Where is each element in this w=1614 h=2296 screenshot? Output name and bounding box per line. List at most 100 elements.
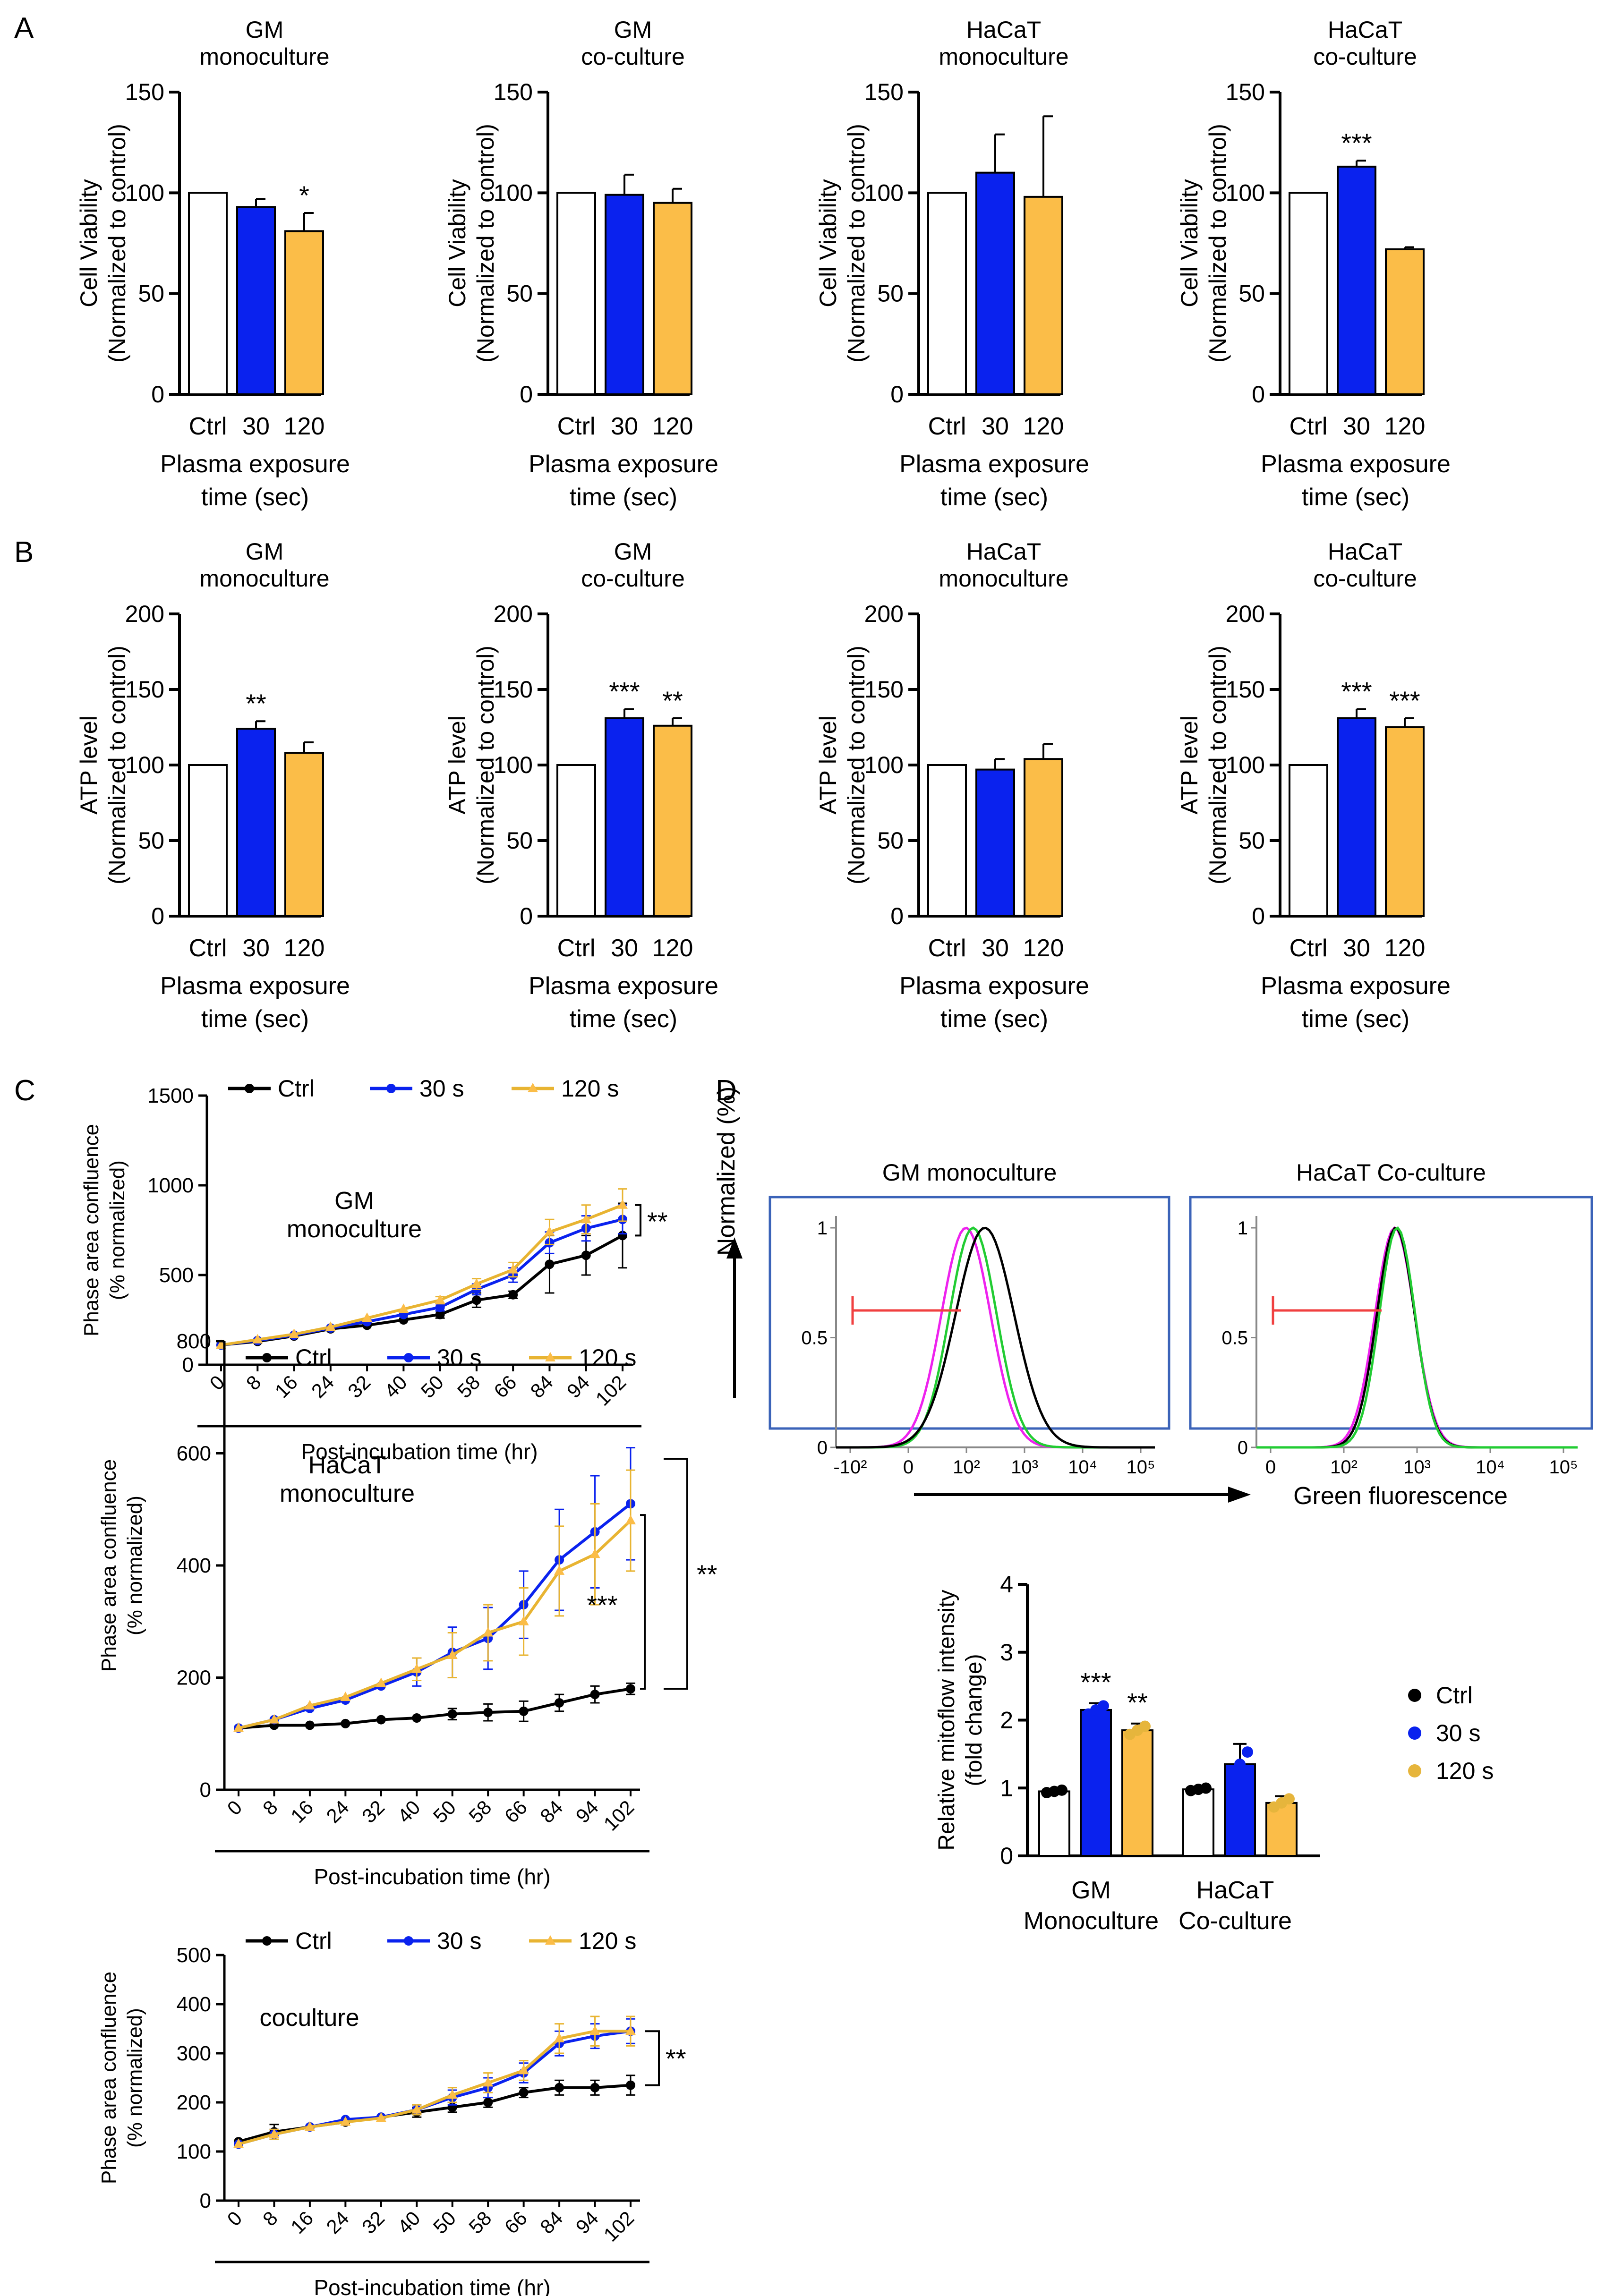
legend-marker (1408, 1764, 1421, 1777)
x-tick-label: 10² (953, 1457, 980, 1478)
data-point (376, 1715, 386, 1725)
legend-label: 120 s (579, 1344, 636, 1371)
x-axis-label: Plasma exposure (899, 972, 1089, 1000)
y-axis-label: (Normalized to control) (1204, 646, 1231, 884)
y-tick-label: 50 (1238, 827, 1265, 854)
x-tick-label: Ctrl (1289, 935, 1328, 962)
x-tick-label: 40 (380, 1371, 411, 1402)
bar-30 (1337, 717, 1376, 918)
x-tick-label: 30 (1343, 413, 1370, 440)
significance-marker: *** (1341, 677, 1372, 706)
y-axis-arrowhead (726, 1237, 743, 1259)
bar-ctrl (1038, 1790, 1070, 1857)
x-tick-label: 120 (284, 413, 325, 440)
series-line (238, 2083, 631, 2143)
bar-120 (1385, 726, 1425, 917)
x-tick-label: Ctrl (928, 413, 966, 440)
data-point (555, 2083, 564, 2092)
y-tick-label: 100 (125, 752, 164, 778)
legend-marker (528, 1083, 538, 1092)
y-tick-label: 100 (177, 2140, 211, 2163)
chart-title-line: GM (614, 17, 652, 43)
bar-120 (284, 230, 324, 395)
histogram-title: GM monoculture (882, 1159, 1057, 1186)
y-tick-label: 200 (125, 601, 164, 627)
significance-marker: ** (647, 1207, 668, 1236)
data-point (483, 1627, 494, 1637)
x-tick-label: 94 (572, 2207, 603, 2238)
y-tick-label: 150 (864, 676, 904, 703)
x-tick-label: 66 (500, 1796, 531, 1827)
x-tick-label: 120 (1023, 413, 1064, 440)
x-tick-label: 0 (223, 2207, 247, 2230)
histogram-curve-black (1256, 1227, 1578, 1449)
x-tick-label: 120 (1384, 413, 1426, 440)
y-tick-label: 100 (494, 752, 533, 778)
histogram-curve-black (836, 1226, 1155, 1449)
series-line (238, 1519, 632, 1730)
x-axis-label: time (sec) (201, 1005, 309, 1033)
data-point (508, 1290, 518, 1300)
bar-ctrl (556, 764, 596, 917)
y-tick-label: 150 (864, 79, 904, 105)
replicate-point (1200, 1782, 1212, 1794)
significance-bracket (664, 1458, 688, 1690)
y-tick-label: 0 (817, 1437, 828, 1458)
data-point (411, 1663, 422, 1673)
x-tick-label: Ctrl (557, 935, 596, 962)
data-point (252, 1334, 263, 1344)
bar-120 (1385, 248, 1425, 395)
y-axis-label: (Normalized to control) (1204, 124, 1231, 363)
y-tick-label: 0 (1252, 381, 1265, 408)
y-tick-label: 0 (151, 903, 164, 929)
x-tick-label: 32 (358, 2207, 389, 2238)
legend-label: Ctrl (1436, 1682, 1473, 1709)
legend-label: 30 s (419, 1075, 464, 1102)
x-axis-label: Plasma exposure (529, 972, 718, 1000)
bar-30 (236, 728, 276, 917)
chart-title-line: co-culture (581, 565, 685, 592)
x-tick-label: 84 (526, 1371, 557, 1402)
bar-ctrl (927, 764, 967, 917)
x-axis-label: time (sec) (1302, 484, 1409, 511)
x-axis-label: time (sec) (940, 484, 1048, 511)
chart-title-line: monoculture (199, 43, 329, 70)
significance-bracket (640, 1514, 646, 1690)
y-axis-label: Phase area confluence (80, 1124, 103, 1336)
y-tick-label: 0.5 (1221, 1328, 1248, 1349)
significance-marker: ** (662, 686, 683, 715)
bar-30 (975, 768, 1015, 917)
x-tick-label: 30 (242, 935, 270, 962)
y-axis-label: (Normalized to control) (843, 646, 870, 884)
y-tick-label: 300 (177, 2042, 211, 2065)
series-line (221, 1204, 623, 1347)
legend-marker (1408, 1726, 1421, 1740)
data-point (518, 1616, 529, 1625)
x-tick-label: 30 (982, 935, 1009, 962)
chart-title-line: HaCaT (966, 538, 1041, 565)
x-tick-label: 120 (1023, 935, 1064, 962)
group-label: HaCaT (1196, 1877, 1274, 1904)
bar-120 (653, 724, 692, 918)
x-tick-label: 0 (903, 1457, 914, 1478)
data-point (340, 1692, 351, 1701)
y-axis-label: (Normalized to control) (472, 124, 499, 363)
y-axis-label: (Normalized to control) (104, 646, 130, 884)
y-tick-label: 0 (890, 381, 904, 408)
chart-title-line: HaCaT (966, 17, 1041, 43)
y-axis-label: (Normalized to control) (843, 124, 870, 363)
bar-120 (284, 752, 324, 918)
x-tick-label: 30 (982, 413, 1009, 440)
series-ctrl (234, 1682, 635, 1733)
significance-marker: * (299, 180, 309, 210)
x-tick-label: Ctrl (1289, 413, 1328, 440)
y-tick-label: 50 (138, 281, 164, 307)
x-tick-label: 8 (242, 1371, 265, 1395)
group-label: Co-culture (1178, 1907, 1292, 1935)
y-axis-label: ATP level (1176, 715, 1203, 814)
data-point (304, 1700, 315, 1709)
x-tick-label: 102 (591, 1371, 631, 1410)
y-tick-label: 100 (125, 179, 164, 206)
replicate-point (1283, 1793, 1295, 1805)
